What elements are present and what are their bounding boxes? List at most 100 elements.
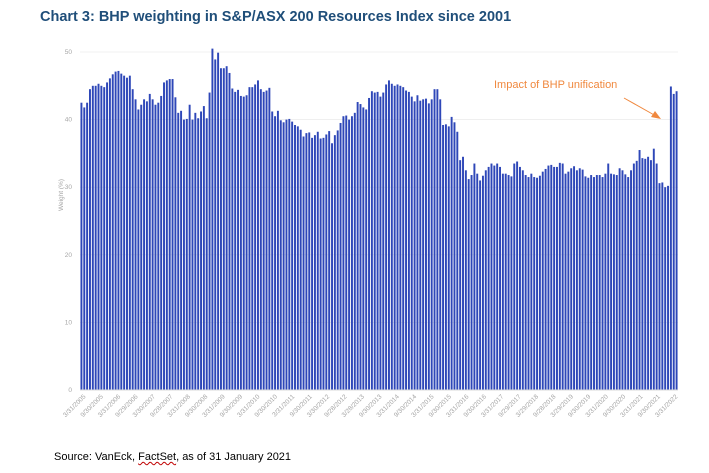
bar: [359, 104, 362, 391]
bar: [575, 170, 578, 390]
bar: [413, 101, 416, 390]
bar: [296, 126, 299, 391]
bar: [518, 166, 521, 390]
bar: [419, 100, 422, 391]
bar: [328, 131, 331, 390]
bar: [248, 87, 251, 391]
bar: [154, 104, 157, 390]
bar: [493, 165, 496, 390]
bar: [544, 168, 547, 390]
bar: [442, 125, 445, 390]
bar: [607, 163, 610, 390]
bar: [143, 99, 146, 390]
bar: [624, 174, 627, 390]
bar: [587, 177, 590, 390]
bar: [234, 91, 237, 390]
bar: [254, 84, 257, 390]
bar: [496, 163, 499, 390]
bar: [231, 88, 234, 390]
bar: [94, 85, 97, 391]
bar: [313, 135, 316, 390]
bar: [145, 101, 148, 390]
bar: [180, 110, 183, 390]
bar: [265, 90, 268, 390]
bar: [350, 116, 353, 390]
bar: [214, 59, 217, 390]
bar: [128, 75, 131, 390]
bar: [311, 137, 314, 390]
bar: [291, 121, 294, 390]
bar: [89, 89, 91, 391]
bar: [302, 136, 305, 390]
bar: [573, 166, 576, 390]
bar: [672, 93, 675, 390]
bar: [202, 106, 205, 390]
bar: [288, 118, 291, 391]
bar: [393, 85, 396, 391]
bar: [593, 177, 595, 390]
bar: [669, 86, 672, 390]
bar: [191, 119, 194, 390]
bar: [410, 96, 413, 391]
bar: [450, 116, 453, 391]
bar: [200, 111, 202, 391]
bar: [148, 93, 151, 390]
bar: [86, 102, 89, 390]
bar: [658, 183, 661, 390]
bar: [610, 173, 613, 390]
bar: [333, 135, 336, 390]
bar: [108, 78, 111, 391]
bar: [538, 175, 541, 390]
bar: [667, 185, 670, 390]
bar: [612, 174, 615, 390]
bar: [464, 170, 467, 390]
bar: [225, 66, 228, 390]
bar: [126, 77, 128, 390]
bar: [242, 96, 245, 391]
bar: [521, 170, 524, 390]
bar: [527, 177, 530, 390]
bar: [339, 122, 342, 390]
bar: [664, 187, 667, 390]
bar: [641, 158, 644, 390]
bar: [182, 119, 185, 390]
bar: [501, 173, 504, 390]
bar: [652, 148, 655, 390]
bar: [376, 91, 379, 390]
bar: [80, 102, 83, 390]
bar: [103, 87, 106, 391]
bar: [462, 156, 464, 390]
bar: [259, 89, 262, 391]
bar: [570, 168, 573, 390]
bar: [533, 177, 536, 390]
bar: [97, 83, 100, 391]
bar: [194, 112, 197, 390]
bar: [444, 124, 447, 390]
y-axis-label: Weight (%): [58, 179, 65, 211]
bar: [481, 175, 484, 390]
bar: [467, 179, 470, 390]
bar: [425, 98, 427, 390]
bar: [516, 161, 519, 390]
bar: [536, 177, 539, 390]
bar: [345, 115, 348, 390]
bar: [262, 91, 265, 390]
bar: [336, 130, 339, 391]
bar: [257, 80, 259, 390]
bar: [388, 80, 390, 390]
bar: [430, 99, 433, 390]
bar: [490, 163, 493, 390]
bar: [185, 118, 188, 391]
bar: [123, 75, 126, 390]
bar: [630, 170, 632, 390]
bar: [282, 122, 285, 391]
bar: [385, 84, 388, 390]
bar: [433, 89, 436, 391]
gridlines: [80, 51, 678, 323]
bar: [510, 176, 513, 390]
bar: [590, 175, 593, 390]
bar: [174, 97, 177, 390]
bar: [217, 52, 220, 391]
bar: [632, 163, 635, 390]
